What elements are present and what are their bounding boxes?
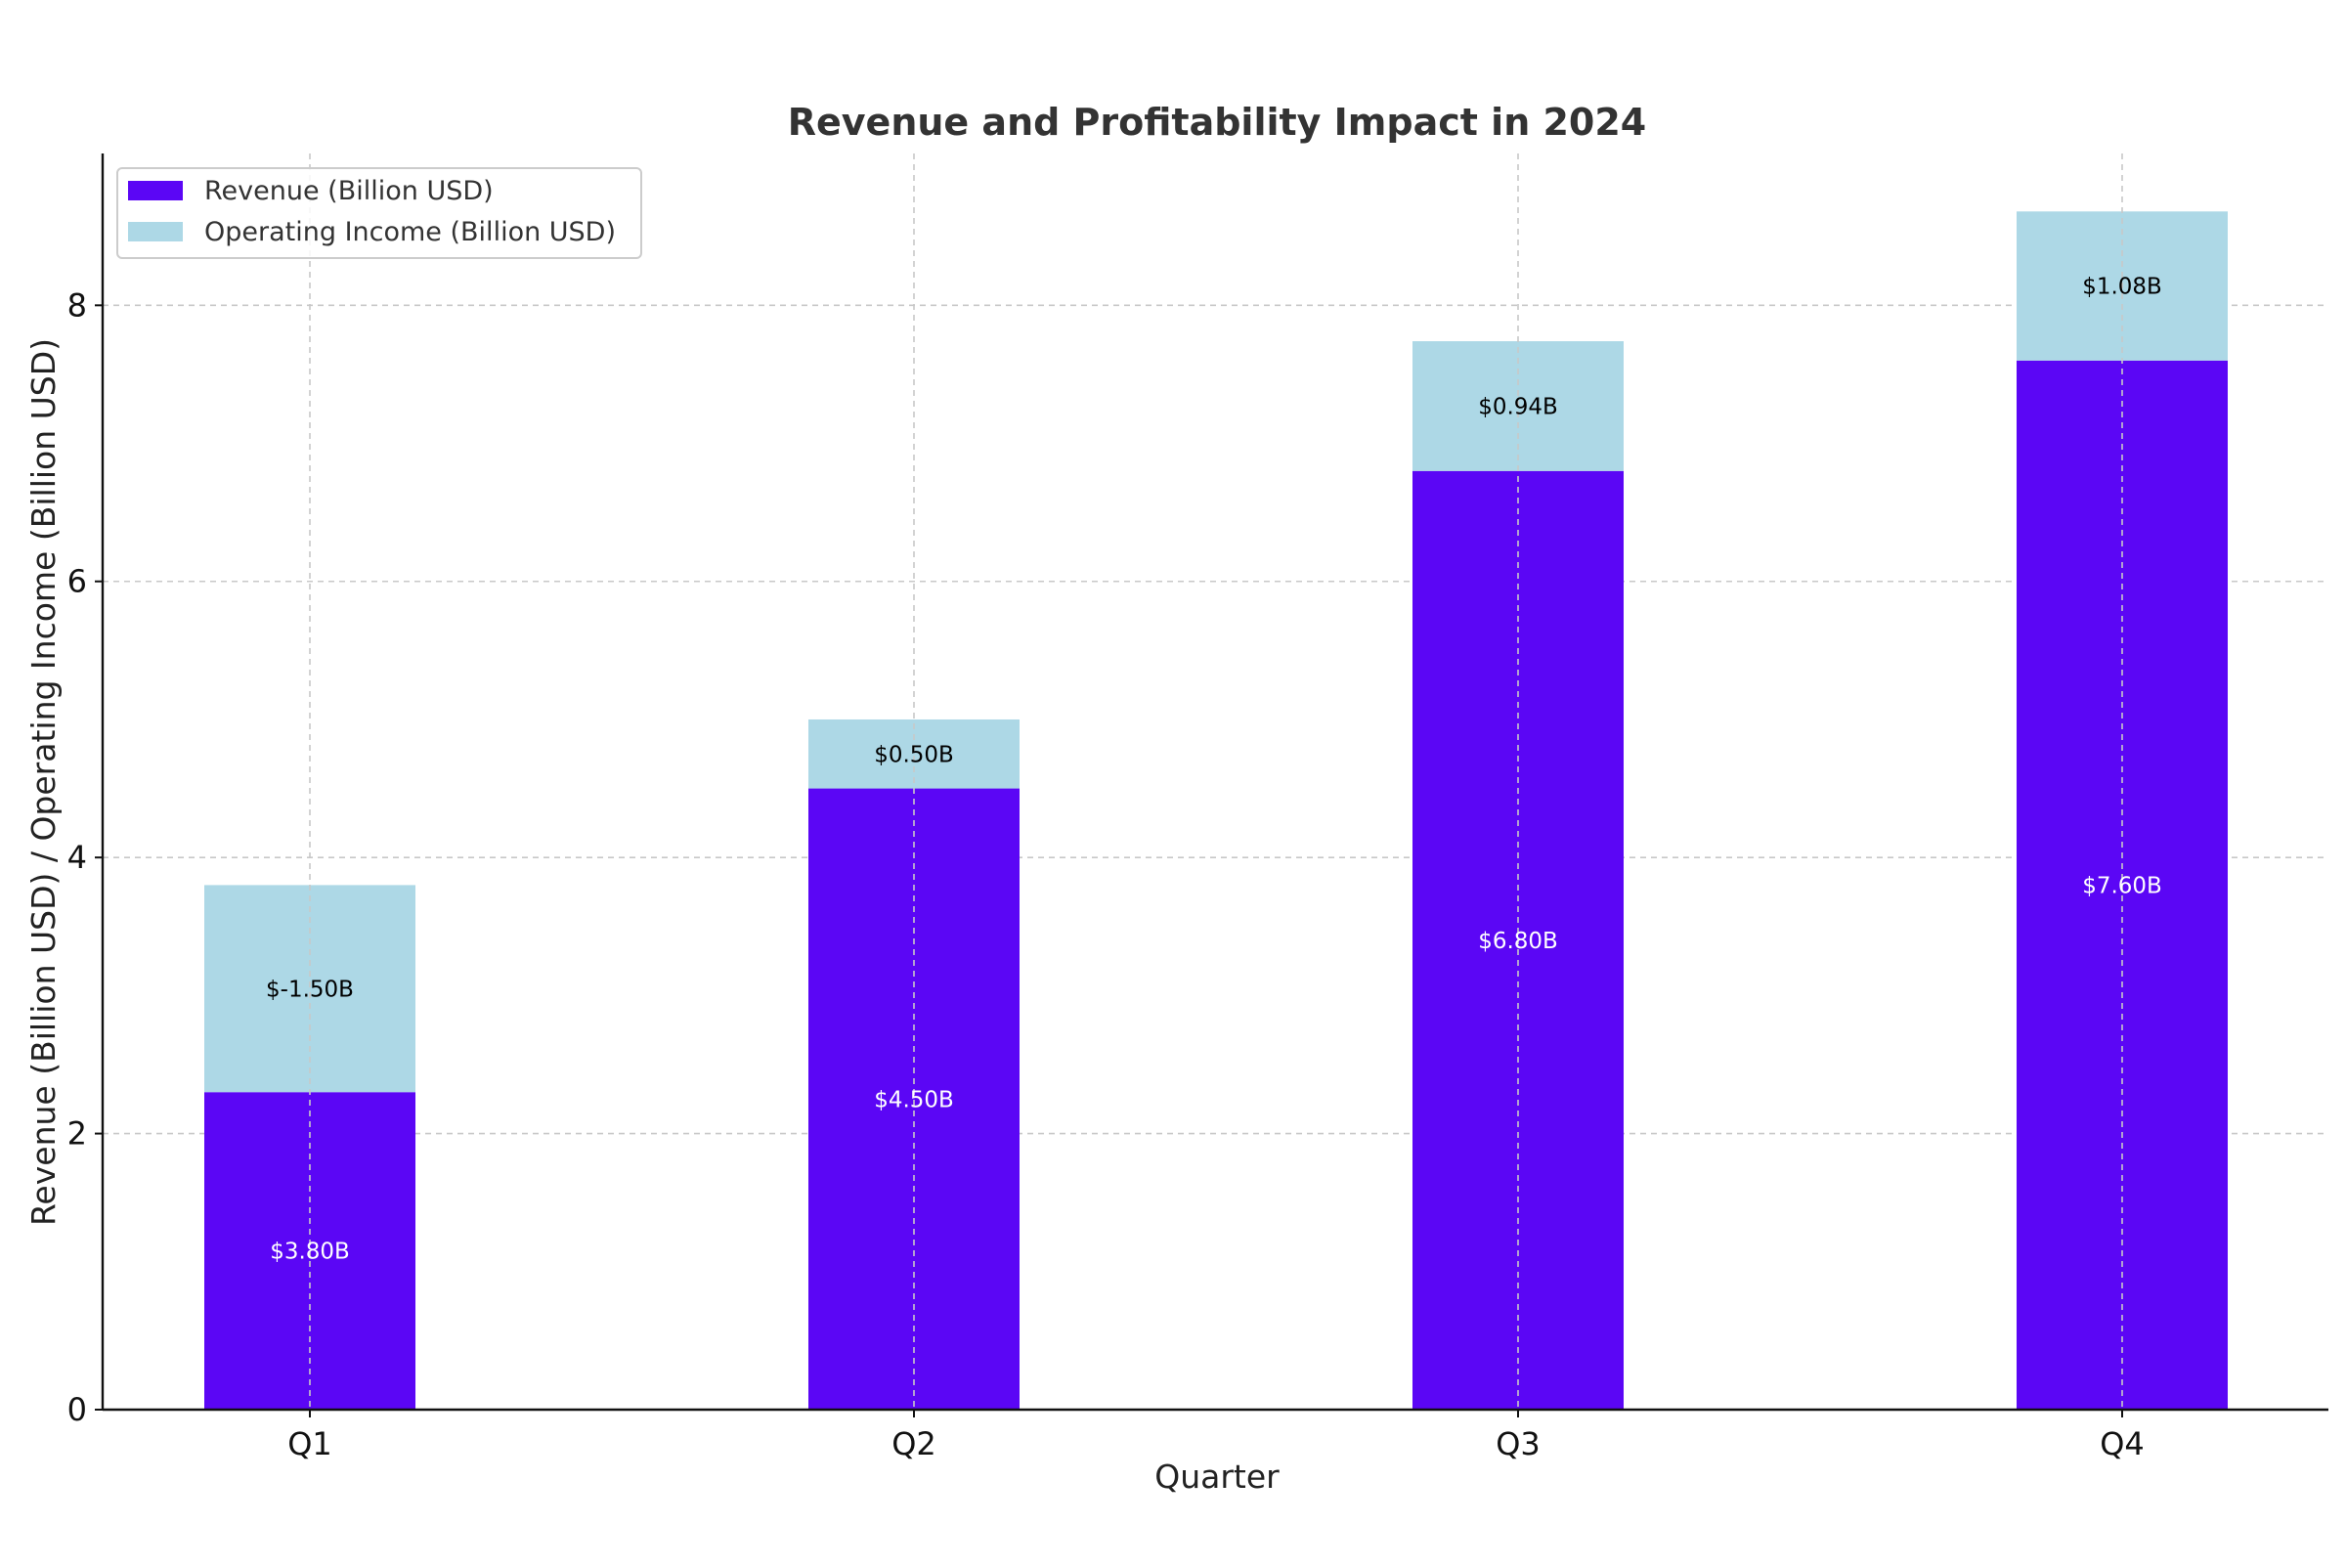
y-tick-label: 0: [67, 1391, 87, 1428]
bar-label-operating-income-q2: $0.50B: [874, 742, 954, 767]
legend-swatch-operating-income: [128, 222, 183, 241]
bar-operating-income-q2: [808, 719, 1020, 789]
legend-frame: [116, 167, 642, 259]
bar-label-revenue-q3: $6.80B: [1478, 929, 1558, 954]
y-tick-label: 2: [67, 1115, 87, 1153]
y-tick-label: 8: [67, 286, 87, 324]
x-tick-label: Q1: [287, 1425, 332, 1462]
bar-label-revenue-q1: $3.80B: [270, 1240, 350, 1265]
bar-labels-layer: $3.80B $-1.50B $4.50B $0.50B $6.80B $0.94B $7.…: [266, 275, 2162, 1265]
axes-layer: 0 2 4 6 8 Q1 Q2 Q3 Q4: [67, 153, 2328, 1462]
bar-label-revenue-q4: $7.60B: [2082, 873, 2162, 898]
bar-label-revenue-q2: $4.50B: [874, 1087, 954, 1112]
chart-title: Revenue and Profitability Impact in 2024: [788, 101, 1647, 144]
bar-label-operating-income-q3: $0.94B: [1478, 394, 1558, 419]
x-tick-label: Q2: [891, 1425, 936, 1462]
y-tick-label: 6: [67, 563, 87, 600]
y-axis-label: Revenue (Billion USD) / Operating Income…: [24, 338, 63, 1226]
grid-layer: [103, 304, 2328, 1135]
legend-label-operating-income: Operating Income (Billion USD): [204, 217, 616, 247]
legend: Revenue (Billion USD) Operating Income (…: [116, 167, 642, 259]
bar-label-operating-income-q1: $-1.50B: [266, 977, 354, 1002]
x-tick-label: Q3: [1496, 1425, 1541, 1462]
legend-swatch-revenue: [128, 181, 183, 200]
legend-label-revenue: Revenue (Billion USD): [204, 176, 494, 206]
bar-label-operating-income-q4: $1.08B: [2082, 275, 2162, 300]
x-tick-label: Q4: [2100, 1425, 2145, 1462]
bars-layer: [204, 211, 2228, 1410]
x-axis-label: Quarter: [1154, 1458, 1280, 1496]
vertical-grid-layer: [309, 153, 2123, 1410]
y-tick-label: 4: [67, 839, 87, 876]
